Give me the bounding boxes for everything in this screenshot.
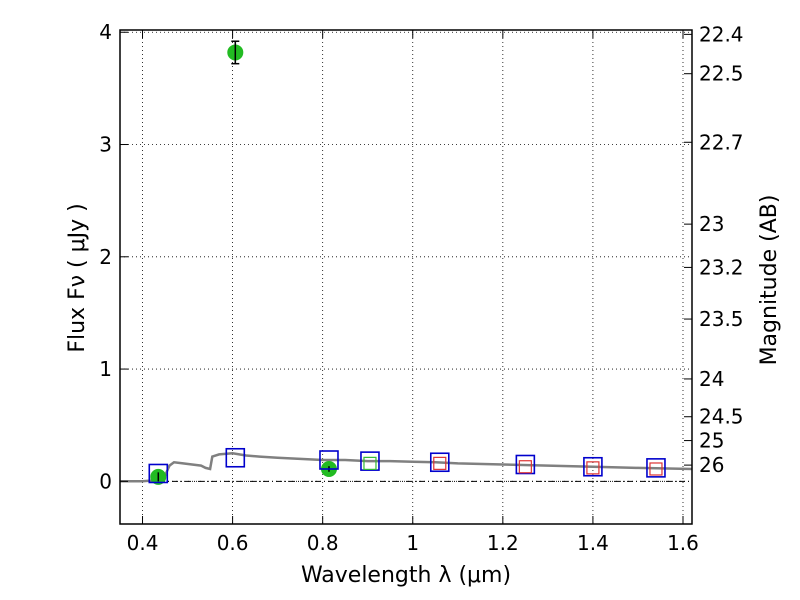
y2-tick-label: 22.4 (699, 22, 744, 46)
grid-lines (120, 30, 692, 524)
data-layer (120, 40, 693, 485)
y-tick-label: 1 (99, 357, 112, 381)
x-tick-label: 1.6 (667, 531, 699, 555)
model-band-flux-marker (515, 454, 536, 475)
y2-tick-label: 26 (699, 453, 724, 477)
model-band-flux-marker (148, 463, 169, 484)
model-band-flux-marker (429, 452, 450, 473)
plot-frame (119, 29, 693, 525)
model-band-flux-marker (360, 451, 380, 471)
x-axis-label: Wavelength λ (μm) (301, 563, 511, 588)
y-tick-label: 2 (99, 245, 112, 269)
model-band-flux-marker (583, 456, 603, 477)
x-tick-label: 1.2 (487, 531, 519, 555)
x-tick-label: 0.8 (307, 531, 339, 555)
y-tick-label: 3 (99, 133, 112, 157)
y-tick-label: 0 (99, 469, 112, 493)
y2-tick-label: 23.5 (699, 307, 744, 331)
model-spectrum-line (120, 452, 693, 483)
upper-limit-marker (518, 460, 532, 474)
model-band-flux-marker (319, 450, 339, 470)
y2-tick-label: 22.5 (699, 62, 744, 86)
x-tick-label: 1 (406, 531, 419, 555)
x-tick-label: 1.4 (577, 531, 609, 555)
faint-band-marker (363, 456, 377, 470)
y-axis-label: Flux Fν ( μJy ) (65, 203, 90, 352)
model-band-flux-marker (225, 447, 246, 468)
y2-tick-label: 23.2 (699, 255, 744, 279)
y2-tick-label: 23 (699, 212, 724, 236)
y2-tick-label: 22.7 (699, 130, 744, 154)
y2-axis-label: Magnitude (AB) (757, 195, 782, 366)
upper-limit-marker (433, 456, 447, 470)
x-tick-label: 0.6 (217, 531, 249, 555)
y-tick-label: 4 (99, 20, 112, 44)
upper-limit-marker (649, 462, 663, 476)
y2-tick-label: 24 (699, 367, 724, 391)
y2-tick-label: 25 (699, 429, 724, 453)
y2-tick-label: 24.5 (699, 405, 744, 429)
model-band-flux-marker (646, 458, 666, 478)
x-tick-label: 0.4 (127, 531, 159, 555)
upper-limit-marker (586, 461, 600, 475)
